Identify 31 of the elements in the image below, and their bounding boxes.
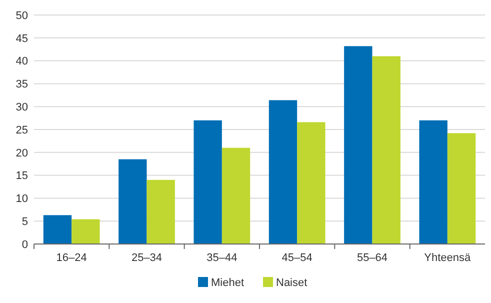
- bar: [118, 159, 147, 244]
- x-tick-label: 35–44: [206, 252, 238, 264]
- x-tick-label: 16–24: [56, 252, 87, 264]
- legend-label: Naiset: [276, 276, 308, 289]
- bar: [372, 56, 400, 244]
- x-tick-label: 55–64: [356, 252, 388, 264]
- y-tick-label: 10: [16, 193, 28, 206]
- bar: [194, 120, 222, 244]
- y-tick-label: 40: [16, 56, 28, 68]
- bar: [72, 219, 100, 244]
- bar: [447, 133, 476, 244]
- bar: [297, 122, 326, 244]
- x-tick-label: 25–34: [131, 252, 162, 264]
- x-tick-label: Yhteensä: [424, 252, 472, 264]
- y-tick-label: 25: [16, 124, 28, 136]
- bar: [222, 148, 250, 244]
- y-tick-label: 0: [22, 238, 28, 251]
- y-tick-label: 30: [16, 101, 28, 114]
- y-tick-label: 45: [16, 32, 28, 45]
- bar: [43, 215, 72, 244]
- y-tick-label: 35: [16, 78, 28, 91]
- y-tick-label: 15: [16, 170, 28, 182]
- bar: [419, 120, 448, 244]
- x-tick-label: 45–54: [282, 252, 312, 264]
- y-tick-label: 5: [22, 216, 28, 228]
- legend-label: Miehet: [211, 276, 244, 289]
- bar: [146, 180, 175, 244]
- bar: [344, 46, 372, 244]
- bar: [268, 100, 298, 244]
- y-tick-label: 20: [16, 147, 28, 160]
- y-tick-label: 50: [16, 10, 28, 22]
